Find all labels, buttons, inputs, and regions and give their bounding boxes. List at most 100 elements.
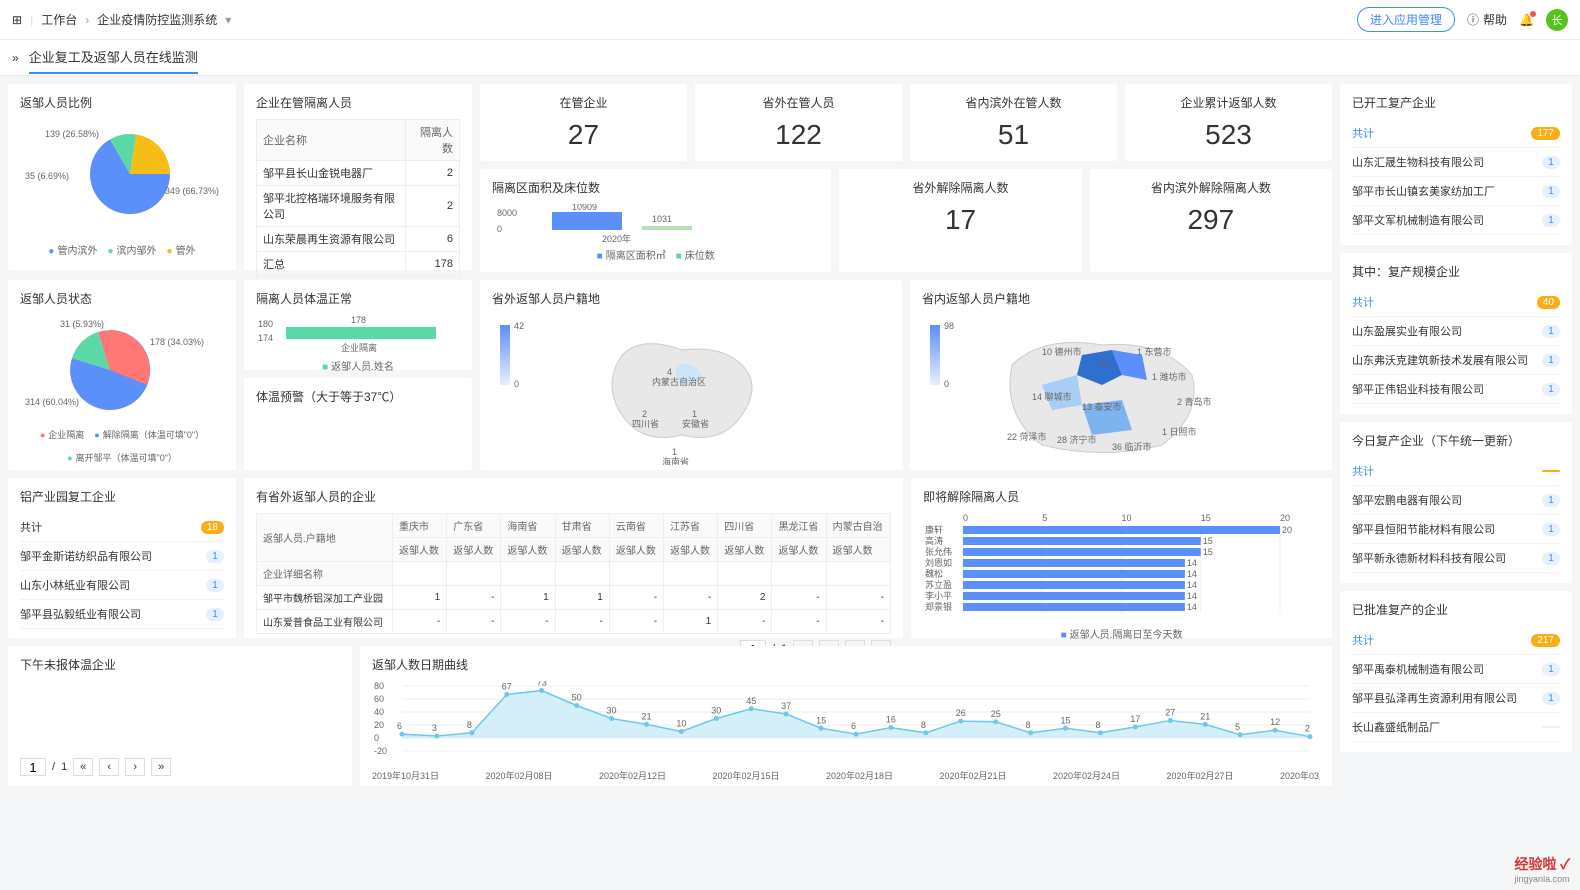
next-page-button[interactable]: › — [125, 758, 145, 776]
expand-icon[interactable]: » — [12, 51, 19, 65]
sidebar: 已开工复产企业 共计177 山东汇晟生物科技有限公司1邹平市长山镇玄美家纺加工厂… — [1340, 84, 1572, 786]
list-item[interactable]: 邹平金斯诺纺织品有限公司1 — [20, 542, 224, 571]
list-item[interactable]: 山东汇晟生物科技有限公司1 — [1352, 148, 1560, 177]
svg-text:12: 12 — [1270, 717, 1280, 727]
svg-text:2020年02月12日: 2020年02月12日 — [599, 770, 666, 781]
line-chart: -200204060806386773503021103045371561682… — [372, 681, 1320, 791]
side-card: 已开工复产企业 共计177 山东汇晟生物科技有限公司1邹平市长山镇玄美家纺加工厂… — [1340, 84, 1572, 245]
svg-text:1 东营市: 1 东营市 — [1137, 346, 1172, 357]
list-item[interactable]: 长山鑫盛纸制品厂 — [1352, 713, 1560, 742]
svg-text:13 泰安市: 13 泰安市 — [1082, 401, 1122, 412]
svg-text:4: 4 — [667, 367, 672, 377]
svg-text:21: 21 — [1200, 711, 1210, 721]
list-item[interactable]: 邹平市长山镇玄美家纺加工厂1 — [1352, 177, 1560, 206]
svg-text:2 青岛市: 2 青岛市 — [1177, 396, 1212, 407]
soon-release-card: 即将解除隔离人员 05101520康轩20高涛15张允伟15刘恩如14魏松14苏… — [911, 478, 1332, 638]
list-item[interactable]: 山东弗沃克建筑新技术发展有限公司1 — [1352, 346, 1560, 375]
table-row[interactable]: 邹平县长山金锐电器厂2 — [257, 161, 460, 186]
notification-icon[interactable]: 🔔 — [1519, 13, 1534, 27]
temp-normal-card: 隔离人员体温正常 180174 178 企业隔离 返邹人员.姓名 — [244, 280, 472, 370]
svg-text:2019年10月31日: 2019年10月31日 — [372, 770, 439, 781]
svg-text:20: 20 — [1282, 525, 1292, 535]
list-item[interactable]: 邹平县弘泽再生资源利用有限公司1 — [1352, 684, 1560, 713]
list-item[interactable]: 邹平正伟铝业科技有限公司1 — [1352, 375, 1560, 404]
svg-text:37: 37 — [781, 701, 791, 711]
svg-text:10909: 10909 — [572, 204, 597, 212]
svg-text:2020年02月27日: 2020年02月27日 — [1167, 770, 1234, 781]
svg-text:0: 0 — [374, 733, 379, 743]
list-item[interactable]: 山东盈展实业有限公司1 — [1352, 317, 1560, 346]
list-total: 共计18 — [20, 513, 224, 542]
pie2-legend: 企业隔离 解除隔离（体温可填"0"） 离开邹平（体温可填"0"） — [20, 428, 224, 464]
svg-text:8: 8 — [1026, 720, 1031, 730]
svg-text:6: 6 — [397, 721, 402, 731]
svg-text:174: 174 — [258, 333, 273, 343]
kpi-total-return: 企业累计返邹人数523 — [1125, 84, 1332, 161]
svg-text:1 日照市: 1 日照市 — [1162, 426, 1197, 437]
svg-text:1: 1 — [672, 447, 677, 457]
grid-icon[interactable]: ⊞ — [12, 13, 22, 27]
list-item[interactable]: 山东小林纸业有限公司1 — [20, 571, 224, 600]
svg-text:314 (60.04%): 314 (60.04%) — [25, 397, 79, 407]
svg-text:20: 20 — [374, 720, 384, 730]
area-bed-chart: 隔离区面积及床位数 80000 10909 1031 2020年 隔离区面积㎡床… — [480, 169, 831, 272]
svg-text:30: 30 — [711, 706, 721, 716]
table-row[interactable]: 邹平北控格瑞环境服务有限公司2 — [257, 186, 460, 227]
svg-text:康轩: 康轩 — [925, 524, 943, 535]
svg-text:73: 73 — [537, 681, 547, 688]
card-title: 返邹人员状态 — [20, 290, 224, 307]
svg-text:郑景银: 郑景银 — [925, 601, 952, 612]
breadcrumb-sep: › — [85, 13, 89, 27]
help-link[interactable]: ⓘ帮助 — [1467, 11, 1507, 28]
svg-text:35 (6.69%): 35 (6.69%) — [25, 171, 69, 181]
list-item[interactable]: 邹平新永德新材料科技有限公司1 — [1352, 544, 1560, 573]
hbar-chart: 05101520康轩20高涛15张允伟15刘恩如14魏松14苏立盈14李小平14… — [923, 513, 1320, 623]
list-item[interactable]: 邹平县弘毅纸业有限公司1 — [20, 600, 224, 629]
list-item[interactable]: 邹平文军机械制造有限公司1 — [1352, 206, 1560, 235]
page-input[interactable] — [20, 758, 46, 776]
list-item[interactable]: 邹平宏鹏电器有限公司1 — [1352, 486, 1560, 515]
card-title: 企业在管隔离人员 — [256, 94, 460, 111]
prev-page-button[interactable]: ‹ — [99, 758, 119, 776]
svg-text:14: 14 — [1187, 580, 1197, 590]
card-title: 返邹人员比例 — [20, 94, 224, 111]
afternoon-card: 下午未报体温企业 / 1 «‹›» — [8, 646, 352, 786]
kpi-out-release: 省外解除隔离人数17 — [839, 169, 1081, 272]
svg-text:36 临沂市: 36 临沂市 — [1112, 441, 1152, 452]
ent-out-card: 有省外返邹人员的企业 返邹人员.户籍地 重庆市广东省海南省甘肃省云南省江苏省四川… — [244, 478, 903, 638]
table-row[interactable]: 山东荣晨再生资源有限公司6 — [257, 227, 460, 252]
svg-text:-20: -20 — [374, 746, 387, 756]
last-page-button[interactable]: » — [151, 758, 171, 776]
aluminum-card: 铝产业园复工企业 共计18 邹平金斯诺纺织品有限公司1 山东小林纸业有限公司1 … — [8, 478, 236, 638]
svg-text:178 (34.03%): 178 (34.03%) — [150, 337, 204, 347]
watermark: 经验啦 ✓jingyanla.com — [1515, 854, 1570, 884]
svg-text:17: 17 — [1130, 714, 1140, 724]
table-row[interactable]: 山东爱普食品工业有限公司-----1--- — [257, 610, 891, 634]
breadcrumb-workspace[interactable]: 工作台 — [41, 11, 77, 28]
svg-text:80: 80 — [374, 681, 384, 691]
list-item[interactable]: 邹平县恒阳节能材料有限公司1 — [1352, 515, 1560, 544]
table-row[interactable]: 邹平市魏桥铝深加工产业园1-11--2-- — [257, 586, 891, 610]
help-icon: ⓘ — [1467, 11, 1479, 28]
card-title: 即将解除隔离人员 — [923, 488, 1320, 505]
svg-text:2020年02月18日: 2020年02月18日 — [826, 770, 893, 781]
svg-text:60: 60 — [374, 694, 384, 704]
svg-text:内蒙古自治区: 内蒙古自治区 — [652, 376, 706, 387]
svg-text:李小平: 李小平 — [925, 590, 952, 601]
svg-text:0: 0 — [944, 379, 949, 389]
svg-text:8: 8 — [467, 720, 472, 730]
chevron-down-icon[interactable]: ▾ — [225, 13, 231, 27]
breadcrumb-system[interactable]: 企业疫情防控监测系统 — [97, 11, 217, 28]
svg-text:8: 8 — [921, 720, 926, 730]
enter-manage-button[interactable]: 进入应用管理 — [1357, 7, 1455, 32]
avatar[interactable]: 长 — [1546, 9, 1568, 31]
svg-text:2: 2 — [1305, 724, 1310, 734]
list-item[interactable]: 邹平禹泰机械制造有限公司1 — [1352, 655, 1560, 684]
first-page-button[interactable]: « — [73, 758, 93, 776]
svg-text:6: 6 — [851, 721, 856, 731]
svg-text:0: 0 — [963, 513, 968, 523]
svg-text:14: 14 — [1187, 558, 1197, 568]
card-title: 省内返邹人员户籍地 — [922, 290, 1320, 307]
svg-text:企业隔离: 企业隔离 — [341, 342, 377, 353]
svg-text:5: 5 — [1235, 722, 1240, 732]
